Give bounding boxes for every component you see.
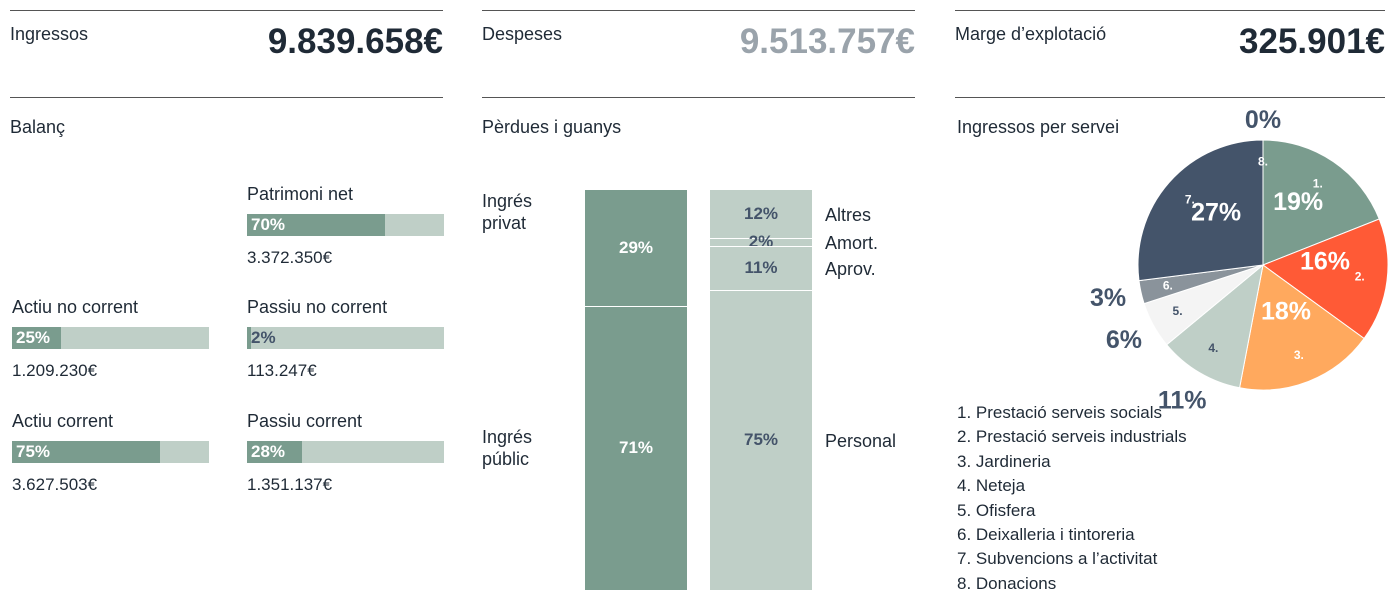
bar-label: Actiu corrent <box>12 411 114 431</box>
bar-track <box>247 327 444 349</box>
bar-label: Passiu no corrent <box>247 297 388 317</box>
bar-amount: 1.209.230€ <box>12 361 98 380</box>
bar-amount: 1.351.137€ <box>247 475 333 494</box>
segment-name: Aprov. <box>825 259 876 279</box>
slice-value-label: 0% <box>1245 106 1281 134</box>
stack-segment <box>710 290 812 590</box>
bar-label: Patrimoni net <box>247 184 354 204</box>
slice-marker: 8. <box>1258 155 1268 169</box>
segment-label: 12% <box>743 204 779 223</box>
section-title: Ingressos per servei <box>957 117 1120 137</box>
slice-value-label: 18% <box>1261 298 1311 326</box>
segment-name: Ingrés públic <box>482 427 533 469</box>
bar-amount: 3.372.350€ <box>247 248 333 267</box>
segment-name: Amort. <box>825 233 879 253</box>
stack-segment <box>585 306 687 590</box>
bar-track <box>12 327 209 349</box>
legend-item: 4. Neteja <box>957 476 1026 496</box>
kpi-value: 9.839.658€ <box>267 22 443 61</box>
rule <box>955 10 1385 11</box>
legend-item: 6. Deixalleria i tintoreria <box>957 525 1135 544</box>
pie-slice <box>1238 264 1365 391</box>
slice-marker: 5. <box>1173 304 1183 318</box>
bar <box>12 441 160 463</box>
rule <box>482 10 915 11</box>
legend-item: 3. Jardineria <box>957 451 1051 471</box>
rule <box>955 97 1385 98</box>
bar <box>247 441 303 463</box>
bar-label: Actiu no corrent <box>12 297 139 317</box>
bar <box>247 327 251 349</box>
slice-value-label: 11% <box>1158 386 1207 414</box>
bar-value-label: 25% <box>16 328 51 347</box>
bar-value-label: 28% <box>251 442 286 461</box>
segment-name: Personal <box>825 431 897 451</box>
bar-value-label: 2% <box>251 328 276 347</box>
kpi-label: Despeses <box>482 24 563 44</box>
segment-label: 71% <box>618 438 654 457</box>
slice-marker: 3. <box>1294 348 1304 362</box>
stack-segment <box>710 246 812 290</box>
segment-label: 11% <box>744 258 778 277</box>
slice-value-label: 27% <box>1191 198 1241 226</box>
pie-slice <box>1262 139 1380 266</box>
legend-item: 2. Prestació serveis industrials <box>957 427 1187 447</box>
slice-marker: 6. <box>1163 278 1173 292</box>
segment-label: 29% <box>618 238 654 257</box>
legend-item: 7. Subvencions a l’activitat <box>957 549 1158 569</box>
slice-marker: 2. <box>1355 269 1365 283</box>
stack-segment <box>710 190 812 238</box>
rule <box>10 10 443 11</box>
legend-item: 1. Prestació serveis socials <box>957 403 1163 422</box>
bar-value-label: 75% <box>16 442 51 461</box>
pie-slice <box>1165 263 1264 389</box>
bar <box>12 327 62 349</box>
kpi-value: 325.901€ <box>1239 22 1385 61</box>
slice-value-label: 16% <box>1300 247 1350 275</box>
section-title: Balanç <box>10 117 66 137</box>
kpi-label: Marge d’explotació <box>955 24 1107 44</box>
bar <box>247 214 385 236</box>
legend-item: 5. Ofisfera <box>957 500 1036 520</box>
section-title: Pèrdues i guanys <box>482 117 622 137</box>
stack-segment <box>710 238 812 246</box>
legend-item: 8. Donacions <box>957 573 1057 590</box>
slice-value-label: 19% <box>1273 188 1323 216</box>
segment-name: Ingrés privat <box>482 191 533 233</box>
slice-value-label: 6% <box>1106 326 1142 354</box>
kpi-label: Ingressos <box>10 24 89 44</box>
slice-value-label: 3% <box>1090 284 1126 312</box>
segment-name: Altres <box>825 205 872 225</box>
pie-slice <box>1261 218 1389 340</box>
bar-label: Passiu corrent <box>247 411 363 431</box>
stack-segment <box>585 190 687 306</box>
slice-marker: 1. <box>1313 177 1323 191</box>
slice-marker: 7. <box>1185 193 1195 207</box>
slice-marker: 4. <box>1208 341 1218 355</box>
bar-amount: 113.247€ <box>247 361 317 380</box>
kpi-value: 9.513.757€ <box>739 22 915 61</box>
pie-slice <box>1137 139 1264 282</box>
bar-value-label: 70% <box>251 215 286 234</box>
rule <box>482 97 915 98</box>
segment-label: 75% <box>743 430 779 449</box>
bar-amount: 3.627.503€ <box>12 475 98 494</box>
rule <box>10 97 443 98</box>
